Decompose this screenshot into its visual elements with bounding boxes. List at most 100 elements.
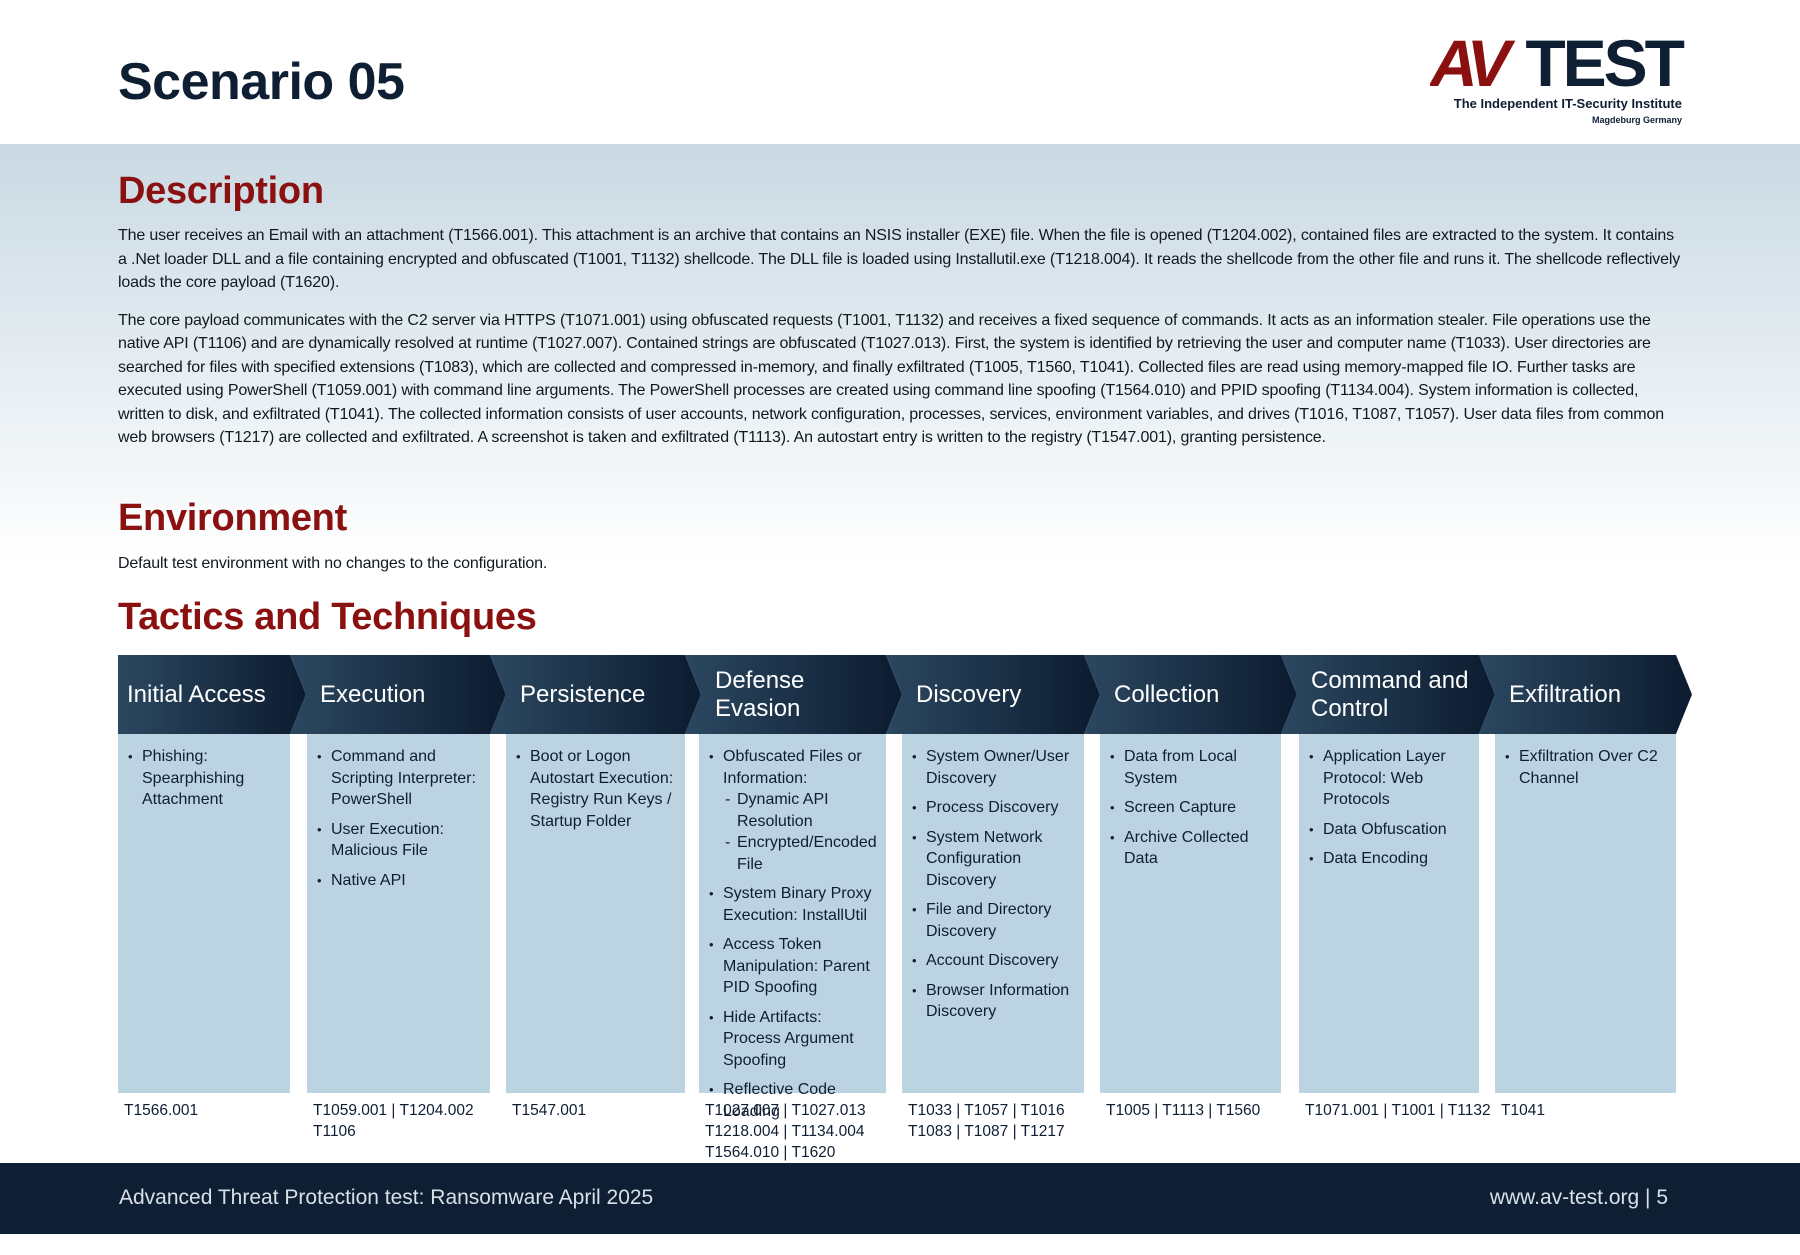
technique-item: File and Directory Discovery — [910, 899, 1078, 942]
technique-text: Access Token Manipulation: Parent PID Sp… — [723, 936, 870, 996]
technique-text: Process Discovery — [926, 799, 1059, 816]
footer — [0, 1163, 1800, 1234]
technique-text: Screen Capture — [1124, 799, 1237, 816]
tactic-box: Exfiltration Over C2 Channel — [1495, 734, 1676, 1093]
technique-item: Obfuscated Files or Information:Dynamic … — [707, 746, 880, 875]
technique-subitem: Dynamic API Resolution — [723, 789, 880, 832]
section-heading: Environment — [118, 497, 347, 539]
technique-item: Data Encoding — [1307, 848, 1473, 870]
technique-text: Command and Scripting Interpreter: Power… — [331, 748, 476, 808]
tactics-header-band — [118, 655, 1692, 734]
tactic-name: Persistence — [520, 680, 646, 708]
logo: AV TEST The Independent IT-Security Inst… — [1430, 34, 1686, 125]
background-band — [0, 144, 1800, 564]
technique-text: Reflective Code Loading — [723, 1081, 836, 1120]
logo-location: Magdeburg Germany — [1592, 115, 1682, 125]
technique-id-line: T1083 | T1087 | T1217 — [908, 1123, 1065, 1140]
technique-text: System Binary Proxy Execution: InstallUt… — [723, 885, 872, 924]
technique-item: User Execution: Malicious File — [315, 819, 484, 862]
page-title: Scenario 05 — [118, 53, 405, 111]
chevrons — [118, 655, 1692, 734]
technique-id-line: T1106 — [313, 1123, 356, 1140]
chevron — [1281, 655, 1495, 734]
chevron — [886, 655, 1100, 734]
tactic-box: Application Layer Protocol: Web Protocol… — [1299, 734, 1479, 1093]
footer-left: Advanced Threat Protection test: Ransomw… — [119, 1186, 654, 1209]
logo-tagline: The Independent IT-Security Institute — [1454, 96, 1682, 111]
technique-item: System Network Configuration Discovery — [910, 827, 1078, 892]
chevron — [685, 655, 902, 734]
technique-item: Phishing: Spearphishing Attachment — [126, 746, 284, 811]
logo-word: TEST — [1525, 34, 1684, 100]
technique-text: Data Obfuscation — [1323, 820, 1447, 838]
technique-item: Exfiltration Over C2 Channel — [1503, 746, 1670, 789]
technique-id-line: T1564.010 | T1620 — [705, 1144, 836, 1161]
technique-ids: T1566.001 — [124, 1100, 306, 1121]
technique-text: Browser Information Discovery — [926, 981, 1070, 1021]
technique-item: Process Discovery — [910, 797, 1078, 819]
technique-item: Archive Collected Data — [1108, 827, 1275, 870]
technique-ids: T1059.001 | T1204.002 T1106 — [313, 1100, 506, 1142]
technique-text: File and Directory Discovery — [926, 901, 1052, 940]
section-heading: Tactics and Techniques — [118, 596, 537, 638]
tactic-box: System Owner/User Discovery Process Disco… — [902, 734, 1084, 1093]
technique-ids: T1005 | T1113 | T1560 — [1106, 1100, 1297, 1121]
tactic-box: Command and Scripting Interpreter: Power… — [307, 734, 490, 1093]
chevron — [490, 655, 701, 734]
technique-id-line: T1218.004 | T1134.004 — [705, 1123, 865, 1140]
technique-id-line: T1566.001 — [124, 1102, 199, 1119]
tactic-name: Discovery — [916, 680, 1022, 708]
technique-id-line: T1059.001 | T1204.002 — [313, 1102, 474, 1119]
chevron — [118, 655, 306, 734]
technique-text: Account Discovery — [926, 952, 1059, 969]
technique-item: Hide Artifacts: Process Argument Spoofin… — [707, 1007, 880, 1072]
technique-ids: T1071.001 | T1001 | T1132 — [1305, 1100, 1495, 1121]
footer-right: www.av-test.org | 5 — [1489, 1186, 1668, 1209]
technique-id-line: T1033 | T1057 | T1016 — [908, 1102, 1065, 1119]
technique-text: Obfuscated Files or Information: — [723, 748, 862, 787]
technique-text: Boot or Logon Autostart Execution: Regis… — [530, 748, 674, 830]
technique-item: Data Obfuscation — [1307, 819, 1473, 841]
tactic-box: Obfuscated Files or Information:Dynamic … — [699, 734, 886, 1120]
technique-text: User Execution: Malicious File — [331, 820, 444, 860]
technique-item: Access Token Manipulation: Parent PID Sp… — [707, 934, 880, 999]
technique-ids: T1547.001 — [512, 1100, 701, 1121]
technique-item: Data from Local System — [1108, 746, 1275, 789]
technique-text: Exfiltration Over C2 Channel — [1519, 748, 1658, 787]
technique-id-line: T1027.007 | T1027.013 — [705, 1102, 866, 1119]
tactic-name: Collection — [1114, 680, 1220, 708]
tactic-name: Initial Access — [127, 680, 266, 708]
technique-text: System Network Configuration Discovery — [926, 828, 1043, 889]
tactic-box: Boot or Logon Autostart Execution: Regis… — [506, 734, 685, 1093]
technique-id-line: T1041 — [1501, 1102, 1545, 1119]
technique-text: Archive Collected Data — [1124, 828, 1249, 868]
technique-item: Native API — [315, 870, 484, 892]
technique-item: Browser Information Discovery — [910, 980, 1078, 1023]
chevron — [290, 655, 506, 734]
tactic-box: Data from Local System Screen Capture Arch… — [1100, 734, 1281, 1093]
technique-item: Command and Scripting Interpreter: Power… — [315, 746, 484, 811]
technique-text: Data Encoding — [1323, 850, 1428, 867]
technique-text: System Owner/User Discovery — [926, 748, 1070, 787]
technique-text: Application Layer Protocol: Web Protocol… — [1323, 748, 1446, 808]
technique-text: Phishing: Spearphishing Attachment — [142, 748, 245, 808]
technique-id-line: T1547.001 — [512, 1102, 587, 1119]
technique-ids: T1041 — [1501, 1100, 1692, 1121]
technique-item: Reflective Code Loading — [707, 1079, 880, 1122]
chevron — [1084, 655, 1297, 734]
section-heading: Description — [118, 170, 324, 212]
technique-item: Application Layer Protocol: Web Protocol… — [1307, 746, 1473, 811]
tactic-name: Exfiltration — [1509, 680, 1622, 708]
chevron — [1479, 655, 1692, 734]
technique-text: Hide Artifacts: Process Argument Spoofin… — [723, 1008, 854, 1069]
technique-ids: T1033 | T1057 | T1016 T1083 | T1087 | T12… — [908, 1100, 1100, 1142]
description-body: The user receives an Email with an attac… — [0, 224, 1680, 450]
technique-item: System Binary Proxy Execution: InstallUt… — [707, 883, 880, 926]
description-paragraph: The core payload communicates with the C… — [118, 311, 1664, 447]
technique-subitem: Encrypted/Encoded File — [723, 832, 880, 875]
technique-item: System Owner/User Discovery — [910, 746, 1078, 789]
technique-text: Data from Local System — [1124, 748, 1237, 787]
description-paragraph: The user receives an Email with an attac… — [118, 227, 1681, 291]
tactic-name: Defense Evasion — [715, 666, 805, 722]
